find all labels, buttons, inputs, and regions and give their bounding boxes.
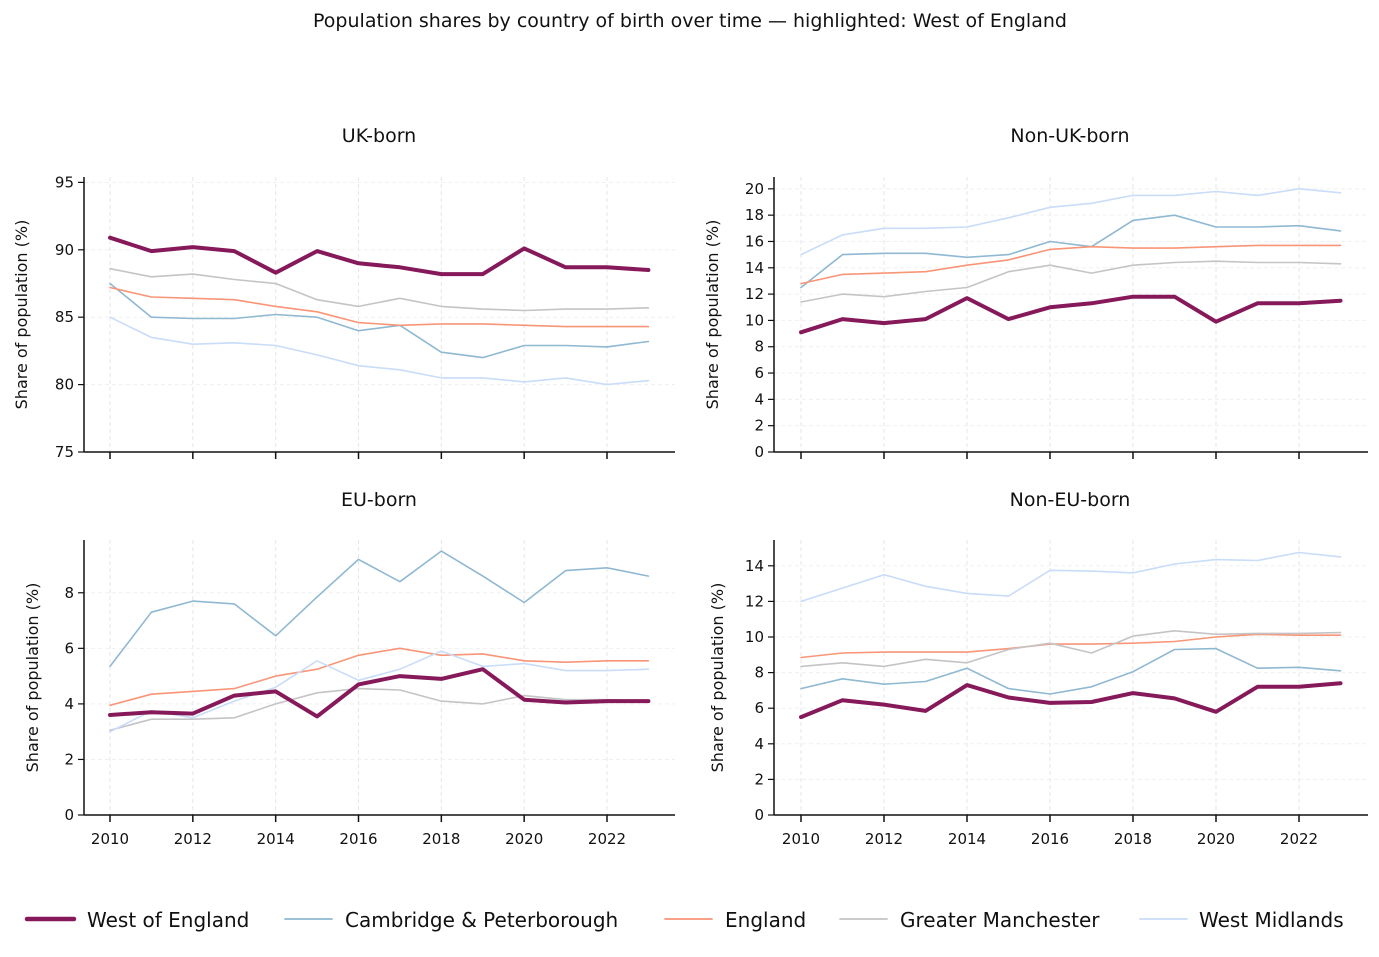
series-line-greater-manchester	[800, 629, 1342, 668]
panel-uk-born: 75 80 85 90 95 UK-born Share of population (%)	[12, 125, 675, 461]
y-tick-label: 6	[64, 639, 74, 657]
legend-label: Greater Manchester	[900, 908, 1100, 932]
y-tick-label: 20	[745, 180, 764, 198]
y-tick-label: 18	[745, 206, 764, 224]
series-line-greater-manchester	[800, 260, 1342, 303]
x-tick-label: 2014	[257, 830, 295, 848]
y-tick-label: 75	[55, 443, 74, 461]
series-line-england	[109, 286, 650, 328]
x-tick-label: 2010	[91, 830, 129, 848]
y-axis-label: Share of population (%)	[708, 583, 727, 773]
y-tick-label: 4	[64, 695, 74, 713]
x-tick-label: 2010	[782, 830, 820, 848]
y-tick-label: 14	[745, 259, 764, 277]
panel-non-eu-born: 0 2 4 6 8 10 12 14 2010 2012 2014 2016 2018 2020 2022 N…	[708, 489, 1368, 848]
legend-item: Greater Manchester	[839, 908, 1100, 932]
y-axis-label: Share of population (%)	[23, 583, 42, 773]
legend-item: Cambridge & Peterborough	[284, 908, 618, 932]
series-line-england	[109, 647, 650, 707]
series-line-west-midlands	[109, 650, 650, 733]
y-tick-label: 8	[754, 338, 764, 356]
y-tick-label: 0	[754, 806, 764, 824]
x-tick-label: 2022	[1280, 830, 1318, 848]
legend-item: West of England	[24, 908, 249, 932]
y-tick-label: 2	[64, 750, 74, 768]
y-tick-label: 85	[55, 308, 74, 326]
legend: West of England Cambridge & Peterborough E…	[24, 908, 1344, 932]
series-line-west-of-england	[108, 667, 651, 719]
legend-item: West Midlands	[1139, 908, 1344, 932]
panel-title: EU-born	[341, 489, 417, 511]
chart-title: Population shares by country of birth ov…	[313, 10, 1067, 32]
series-line-cambridge-peterborough	[800, 647, 1342, 695]
y-tick-label: 4	[754, 735, 764, 753]
y-tick-label: 2	[754, 770, 764, 788]
series-line-cambridge-peterborough	[109, 550, 650, 668]
series-line-england	[800, 244, 1342, 285]
panel-non-uk-born: 0 2 4 6 8 10 12 14 16 18 20 Non-UK-born Share of pop…	[703, 125, 1368, 461]
y-tick-label: 6	[754, 364, 764, 382]
y-tick-label: 10	[745, 628, 764, 646]
series-line-west-of-england	[108, 235, 651, 277]
x-tick-label: 2014	[948, 830, 986, 848]
y-tick-label: 0	[64, 806, 74, 824]
x-tick-label: 2020	[1197, 830, 1235, 848]
series-line-west-of-england	[799, 681, 1343, 720]
y-tick-label: 12	[745, 592, 764, 610]
panel-title: Non-EU-born	[1010, 489, 1131, 511]
legend-item: England	[664, 908, 806, 932]
y-tick-label: 10	[745, 311, 764, 329]
series-line-west-midlands	[109, 316, 650, 386]
series-line-west-of-england	[799, 294, 1343, 335]
x-tick-label: 2016	[339, 830, 377, 848]
x-tick-label: 2012	[174, 830, 212, 848]
panel-title: UK-born	[342, 125, 416, 147]
x-tick-label: 2020	[505, 830, 543, 848]
y-tick-label: 0	[754, 443, 764, 461]
x-tick-label: 2012	[865, 830, 903, 848]
y-axis-label: Share of population (%)	[703, 220, 722, 410]
series-line-greater-manchester	[109, 687, 650, 732]
y-tick-label: 2	[754, 417, 764, 435]
panel-title: Non-UK-born	[1010, 125, 1129, 147]
x-tick-label: 2022	[588, 830, 626, 848]
y-tick-label: 95	[55, 173, 74, 191]
x-tick-label: 2018	[1114, 830, 1152, 848]
series-line-west-midlands	[800, 551, 1342, 603]
x-tick-label: 2016	[1031, 830, 1069, 848]
y-axis-label: Share of population (%)	[12, 220, 31, 410]
series-line-cambridge-peterborough	[800, 214, 1342, 289]
series-line-west-midlands	[800, 188, 1342, 256]
series-line-england	[800, 633, 1342, 659]
y-tick-label: 8	[754, 664, 764, 682]
legend-label: West of England	[87, 908, 249, 932]
y-tick-label: 80	[55, 376, 74, 394]
series-line-cambridge-peterborough	[109, 282, 650, 359]
series-line-greater-manchester	[109, 267, 650, 312]
legend-label: England	[725, 908, 806, 932]
y-tick-label: 8	[64, 584, 74, 602]
legend-label: West Midlands	[1199, 908, 1344, 932]
y-tick-label: 12	[745, 285, 764, 303]
y-tick-label: 4	[754, 390, 764, 408]
legend-label: Cambridge & Peterborough	[345, 908, 618, 932]
panel-eu-born: 0 2 4 6 8 2010 2012 2014 2016 2018 2020 2022 EU-born…	[23, 489, 675, 848]
y-tick-label: 14	[745, 557, 764, 575]
y-tick-label: 90	[55, 241, 74, 259]
y-tick-label: 6	[754, 699, 764, 717]
y-tick-label: 16	[745, 232, 764, 250]
x-tick-label: 2018	[422, 830, 460, 848]
